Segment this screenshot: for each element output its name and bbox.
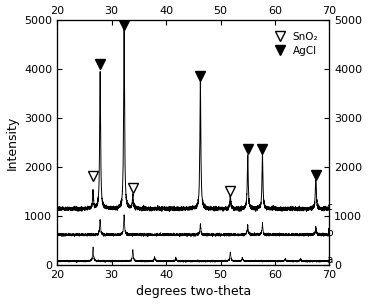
Y-axis label: Intensity: Intensity <box>6 116 18 170</box>
Text: c: c <box>327 202 332 212</box>
Text: b: b <box>327 228 333 238</box>
Legend: SnO₂, AgCl: SnO₂, AgCl <box>273 28 322 59</box>
X-axis label: degrees two-theta: degrees two-theta <box>136 285 251 299</box>
Text: a: a <box>327 255 333 265</box>
